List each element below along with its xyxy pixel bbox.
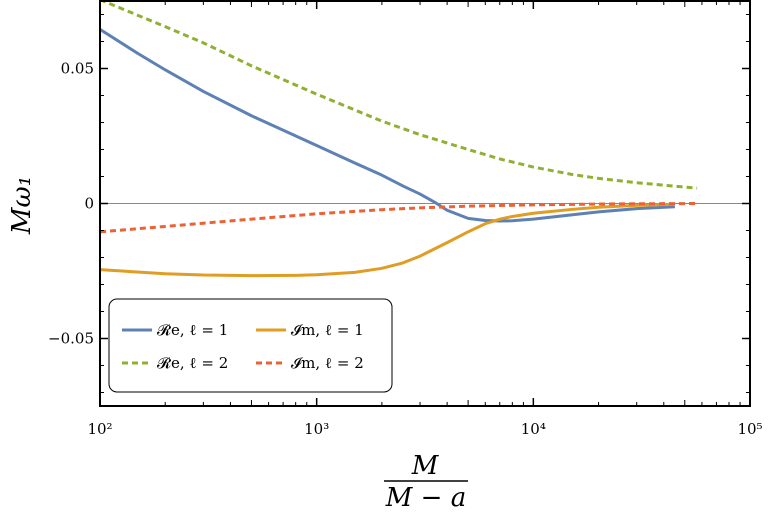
y-tick-label: −0.05 xyxy=(48,330,94,348)
series-line-3 xyxy=(99,0,698,190)
legend: 𝓡e, ℓ = 1 𝓘m, ℓ = 1 𝓡e, ℓ = 2 𝓘m, ℓ = 2 xyxy=(108,298,393,393)
x-tick-label: 10⁴ xyxy=(521,420,546,438)
legend-box xyxy=(108,298,393,393)
x-tick-label: 10³ xyxy=(304,420,329,438)
x-axis-label-denominator: M − a xyxy=(385,483,466,513)
series-line-4 xyxy=(99,202,698,234)
series-line-1 xyxy=(99,28,675,223)
y-axis-label: Mω₁ xyxy=(7,176,37,235)
x-tick-label: 10⁵ xyxy=(737,420,762,438)
x-tick-label: 10² xyxy=(87,420,112,438)
y-tick-label: 0 xyxy=(84,195,94,213)
legend-label: 𝓘m, ℓ = 1 xyxy=(291,321,364,339)
series-line-2 xyxy=(99,202,675,278)
y-tick-label: 0.05 xyxy=(61,60,94,78)
legend-label: 𝓘m, ℓ = 2 xyxy=(291,354,364,372)
legend-label: 𝓡e, ℓ = 2 xyxy=(157,354,228,372)
x-axis-label-numerator: M xyxy=(411,451,440,481)
legend-label: 𝓡e, ℓ = 1 xyxy=(157,321,228,339)
